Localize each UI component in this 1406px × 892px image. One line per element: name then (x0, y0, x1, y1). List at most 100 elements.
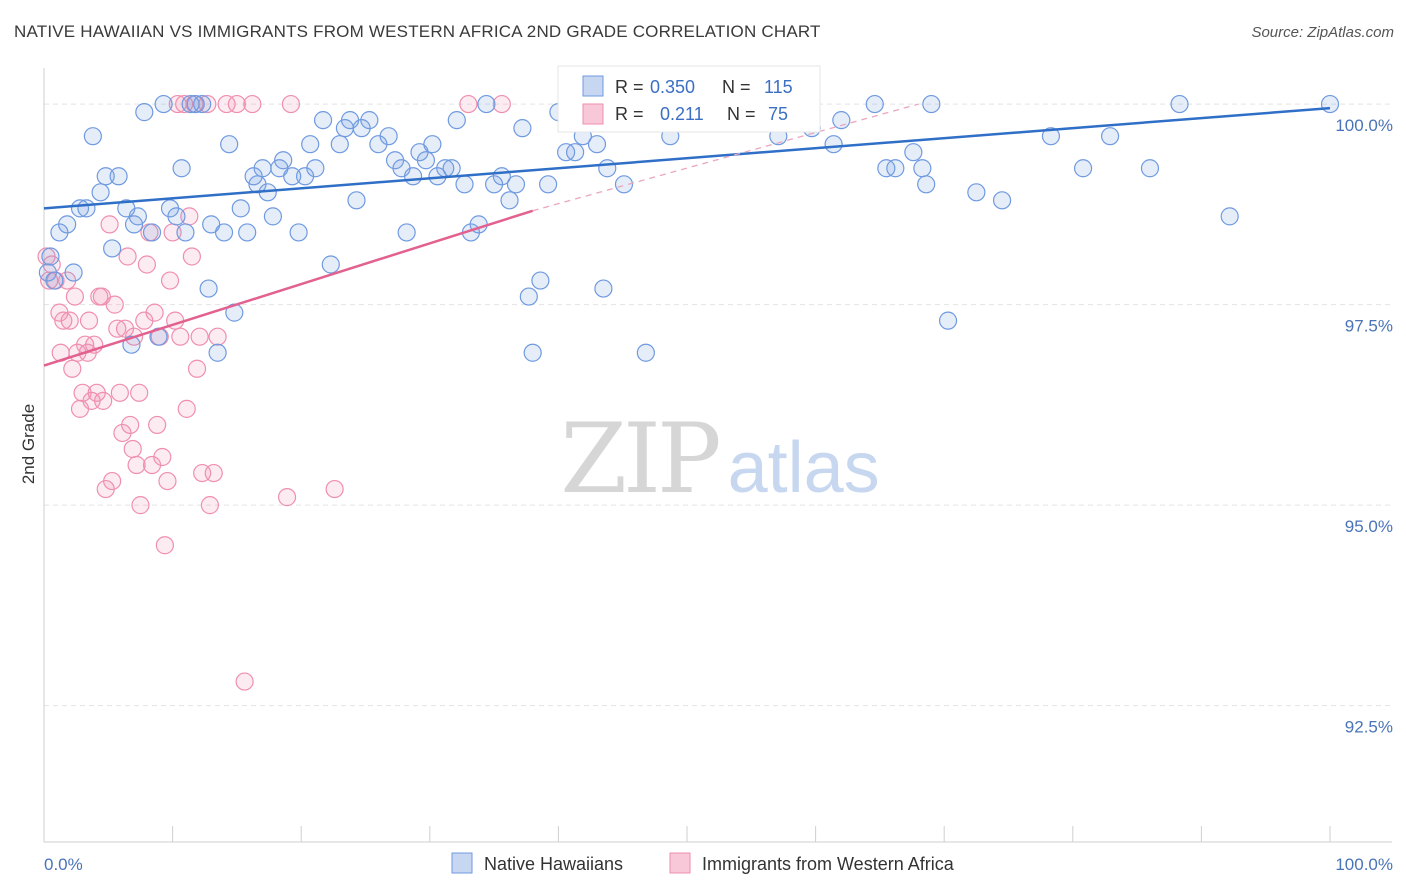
blue-point-57 (379, 127, 398, 146)
blue-point-88 (594, 279, 613, 298)
pink-point-67 (235, 672, 254, 691)
pink-point-62 (200, 496, 219, 515)
tick-labels: 92.5% 95.0% 97.5% 100.0% 0.0% 100.0% (44, 116, 1393, 874)
x-tick-label-1: 100.0% (1335, 855, 1393, 874)
trend-line-blue (43, 106, 1331, 210)
blue-point-34 (231, 199, 250, 218)
pink-point-35 (127, 455, 146, 475)
legend-bottom-swatch-pink (669, 852, 691, 874)
series-immigrants-western-africa (37, 94, 637, 691)
blue-point-24 (176, 223, 195, 242)
pink-point-16 (79, 311, 99, 330)
legend-r-value-pink: 0.211 (660, 104, 704, 124)
blue-point-78 (519, 287, 538, 306)
trend-line-pink (43, 209, 534, 367)
pink-point-9 (63, 359, 82, 378)
pink-point-47 (158, 471, 177, 491)
pink-point-48 (160, 271, 180, 290)
legend-bottom: Native Hawaiians Immigrants from Western… (451, 852, 955, 874)
blue-point-42 (274, 151, 293, 170)
pink-point-39 (137, 255, 156, 274)
trend-lines (43, 103, 1331, 367)
pink-point-73 (492, 94, 511, 114)
blue-point-76 (506, 175, 526, 194)
blue-point-12 (109, 167, 128, 186)
blue-point-16 (128, 207, 147, 226)
y-tick-label-1: 95.0% (1345, 517, 1393, 536)
blue-point-50 (330, 135, 349, 154)
pink-point-22 (94, 391, 113, 410)
blue-point-112 (1100, 127, 1120, 146)
blue-point-5 (64, 263, 83, 282)
blue-point-10 (96, 167, 115, 186)
y-tick-label-2: 97.5% (1345, 317, 1393, 336)
pink-point-27 (108, 319, 127, 338)
pink-point-54 (177, 399, 196, 418)
blue-point-43 (283, 167, 302, 186)
blue-point-103 (904, 143, 923, 162)
blue-point-106 (922, 94, 941, 114)
y-tick-label-3: 100.0% (1335, 116, 1393, 135)
pink-point-37 (131, 496, 150, 515)
blue-point-77 (513, 119, 532, 138)
blue-point-2 (45, 271, 64, 290)
blue-point-31 (214, 223, 234, 242)
blue-point-23 (172, 159, 191, 178)
blue-point-26 (186, 94, 205, 114)
legend-top: R = 0.350 N = 115 R = 0.211 N = 75 (557, 65, 821, 133)
legend-n-value-blue: 115 (764, 77, 793, 97)
source-attribution: Source: ZipAtlas.com (1251, 24, 1394, 41)
grid-lines (44, 103, 1392, 707)
pink-point-65 (217, 94, 236, 114)
blue-point-30 (208, 343, 227, 362)
series-native-hawaiians (38, 94, 1340, 362)
blue-point-1 (41, 247, 60, 266)
blue-point-53 (347, 191, 366, 210)
blue-point-98 (824, 135, 843, 154)
blue-point-27 (193, 94, 212, 114)
pink-point-52 (171, 327, 190, 346)
blue-point-104 (913, 159, 932, 178)
blue-point-100 (865, 94, 884, 114)
blue-point-63 (416, 151, 436, 170)
y-tick-label-0: 92.5% (1345, 718, 1393, 737)
blue-point-111 (1073, 159, 1093, 178)
blue-point-61 (403, 167, 423, 186)
blue-point-102 (886, 159, 905, 178)
blue-point-4 (58, 215, 77, 234)
blue-point-60 (397, 223, 416, 242)
blue-point-114 (1170, 94, 1189, 114)
pink-point-32 (121, 415, 140, 435)
blue-point-84 (566, 143, 585, 162)
pink-point-63 (204, 463, 223, 483)
legend-r-label-pink: R = (615, 104, 644, 124)
pink-point-8 (60, 311, 79, 330)
blue-point-7 (77, 199, 96, 218)
pink-point-43 (148, 415, 167, 435)
pink-point-71 (325, 479, 344, 499)
pink-point-10 (65, 287, 84, 306)
blue-point-81 (539, 175, 558, 194)
blue-point-113 (1140, 159, 1160, 178)
pink-point-68 (243, 94, 262, 114)
pink-point-70 (281, 94, 301, 114)
pink-point-21 (92, 287, 111, 306)
blue-point-64 (423, 135, 442, 154)
blue-point-67 (442, 159, 461, 178)
blue-point-89 (598, 159, 617, 178)
blue-point-46 (301, 135, 320, 154)
blue-point-40 (263, 207, 283, 226)
blue-point-29 (202, 215, 221, 234)
blue-point-20 (154, 94, 173, 114)
axes (43, 68, 1392, 843)
blue-point-79 (523, 343, 542, 362)
blue-point-9 (91, 183, 110, 202)
pink-point-31 (118, 247, 137, 266)
blue-point-108 (967, 183, 986, 202)
blue-point-110 (1041, 127, 1061, 146)
x-tick-label-0: 0.0% (44, 855, 83, 874)
blue-point-17 (135, 103, 154, 122)
blue-point-28 (199, 279, 218, 298)
blue-point-38 (253, 159, 272, 178)
pink-point-59 (190, 327, 209, 346)
